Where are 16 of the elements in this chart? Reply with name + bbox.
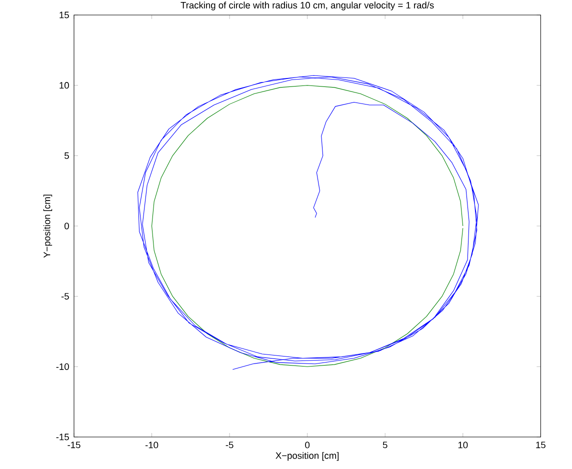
x-tick-label: -10 bbox=[145, 442, 158, 448]
y-tick-label: -15 bbox=[56, 434, 69, 440]
y-tick-label: 15 bbox=[60, 12, 69, 18]
x-tick-label: 15 bbox=[536, 442, 546, 448]
x-tick-label: 0 bbox=[305, 442, 310, 448]
x-tick-label: 10 bbox=[458, 442, 468, 448]
chart-title: Tracking of circle with radius 10 cm, angular velocity = 1 rad/s bbox=[180, 2, 434, 10]
y-tick-label: 0 bbox=[64, 222, 69, 230]
y-tick-label: -10 bbox=[56, 363, 69, 370]
x-axis-title: X−position [cm] bbox=[276, 452, 339, 461]
y-axis-title: Y−position [cm] bbox=[43, 194, 52, 258]
y-tick-label: 10 bbox=[60, 82, 69, 89]
x-tick-label: -5 bbox=[226, 442, 234, 448]
y-tick-label: 5 bbox=[64, 152, 69, 159]
y-tick-label: -5 bbox=[61, 293, 69, 300]
x-tick-label: 5 bbox=[382, 442, 388, 448]
